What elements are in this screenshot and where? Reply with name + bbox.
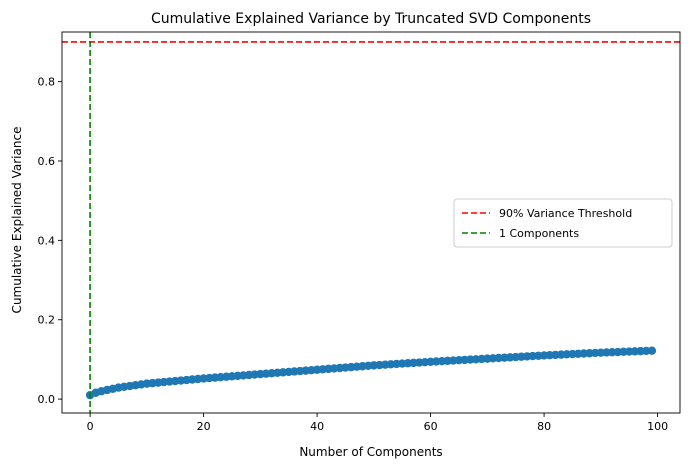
axes-frame — [61, 31, 681, 414]
x-axis-label: Number of Components — [299, 445, 442, 459]
y-tick-label: 0.0 — [38, 393, 56, 406]
x-tick-label: 20 — [197, 420, 211, 433]
x-axis-ticks: 0 20 40 60 80 100 — [87, 413, 668, 433]
y-axis-label: Cumulative Explained Variance — [10, 127, 24, 314]
legend-label: 90% Variance Threshold — [499, 207, 632, 220]
y-tick-label: 0.8 — [38, 76, 56, 89]
series-layer — [85, 346, 657, 400]
legend-label: 1 Components — [499, 227, 579, 240]
legend-box — [453, 198, 673, 248]
chart-title: Cumulative Explained Variance by Truncat… — [151, 11, 591, 27]
x-tick-label: 100 — [647, 420, 668, 433]
x-tick-label: 60 — [424, 420, 438, 433]
x-tick-label: 80 — [537, 420, 551, 433]
series-point — [647, 346, 657, 355]
y-tick-label: 0.6 — [38, 155, 56, 168]
y-axis-ticks: 0.0 0.2 0.4 0.6 0.8 — [38, 76, 62, 406]
legend: 90% Variance Threshold 1 Components — [453, 198, 673, 248]
x-tick-label: 40 — [310, 420, 324, 433]
plot-area — [61, 31, 681, 414]
reference-lines — [62, 32, 680, 413]
y-tick-label: 0.2 — [38, 314, 56, 327]
y-tick-label: 0.4 — [38, 234, 56, 247]
x-tick-label: 0 — [87, 420, 94, 433]
